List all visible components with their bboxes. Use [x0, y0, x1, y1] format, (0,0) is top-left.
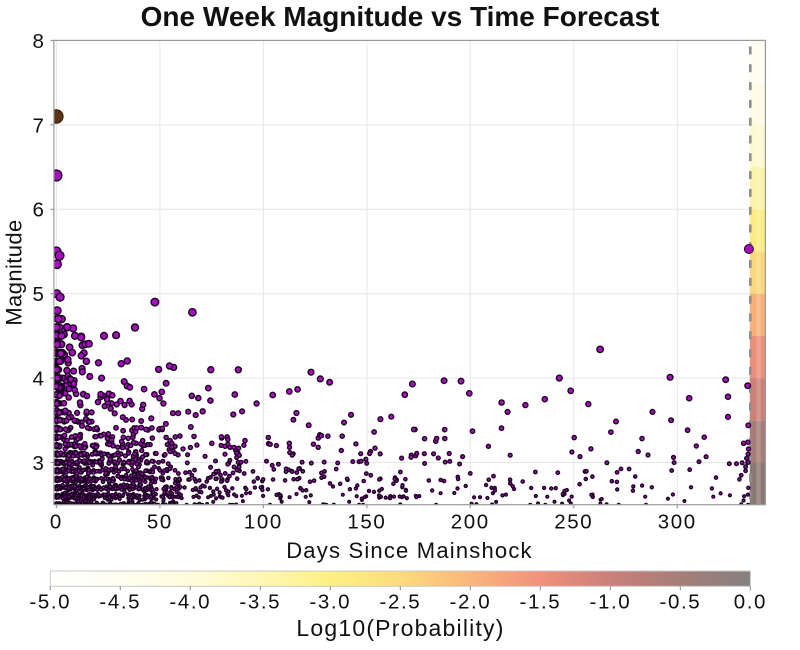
- svg-text:-1.5: -1.5: [520, 591, 562, 614]
- svg-text:7: 7: [32, 114, 45, 137]
- svg-text:-2.0: -2.0: [450, 591, 492, 614]
- svg-text:50: 50: [147, 511, 173, 534]
- svg-text:3: 3: [32, 452, 45, 475]
- svg-text:150: 150: [347, 511, 386, 534]
- svg-text:250: 250: [554, 511, 593, 534]
- svg-text:-5.0: -5.0: [29, 591, 71, 614]
- svg-text:100: 100: [244, 511, 283, 534]
- svg-text:4: 4: [32, 368, 45, 391]
- svg-text:300: 300: [658, 511, 697, 534]
- svg-text:6: 6: [32, 199, 45, 222]
- svg-text:Days Since Mainshock: Days Since Mainshock: [286, 538, 533, 563]
- svg-text:Magnitude: Magnitude: [2, 219, 27, 325]
- svg-text:8: 8: [32, 30, 45, 53]
- svg-text:0: 0: [50, 511, 63, 534]
- svg-text:Log10(Probability): Log10(Probability): [296, 615, 504, 641]
- svg-text:0.0: 0.0: [734, 591, 767, 614]
- svg-text:200: 200: [451, 511, 490, 534]
- svg-text:-4.0: -4.0: [169, 591, 211, 614]
- svg-text:-2.5: -2.5: [380, 591, 422, 614]
- svg-text:-0.5: -0.5: [660, 591, 702, 614]
- svg-text:5: 5: [32, 283, 45, 306]
- svg-text:-3.5: -3.5: [239, 591, 281, 614]
- svg-text:-3.0: -3.0: [309, 591, 351, 614]
- svg-text:-4.5: -4.5: [99, 591, 141, 614]
- svg-text:One Week Magnitude vs Time For: One Week Magnitude vs Time Forecast: [141, 1, 660, 32]
- svg-text:-1.0: -1.0: [590, 591, 632, 614]
